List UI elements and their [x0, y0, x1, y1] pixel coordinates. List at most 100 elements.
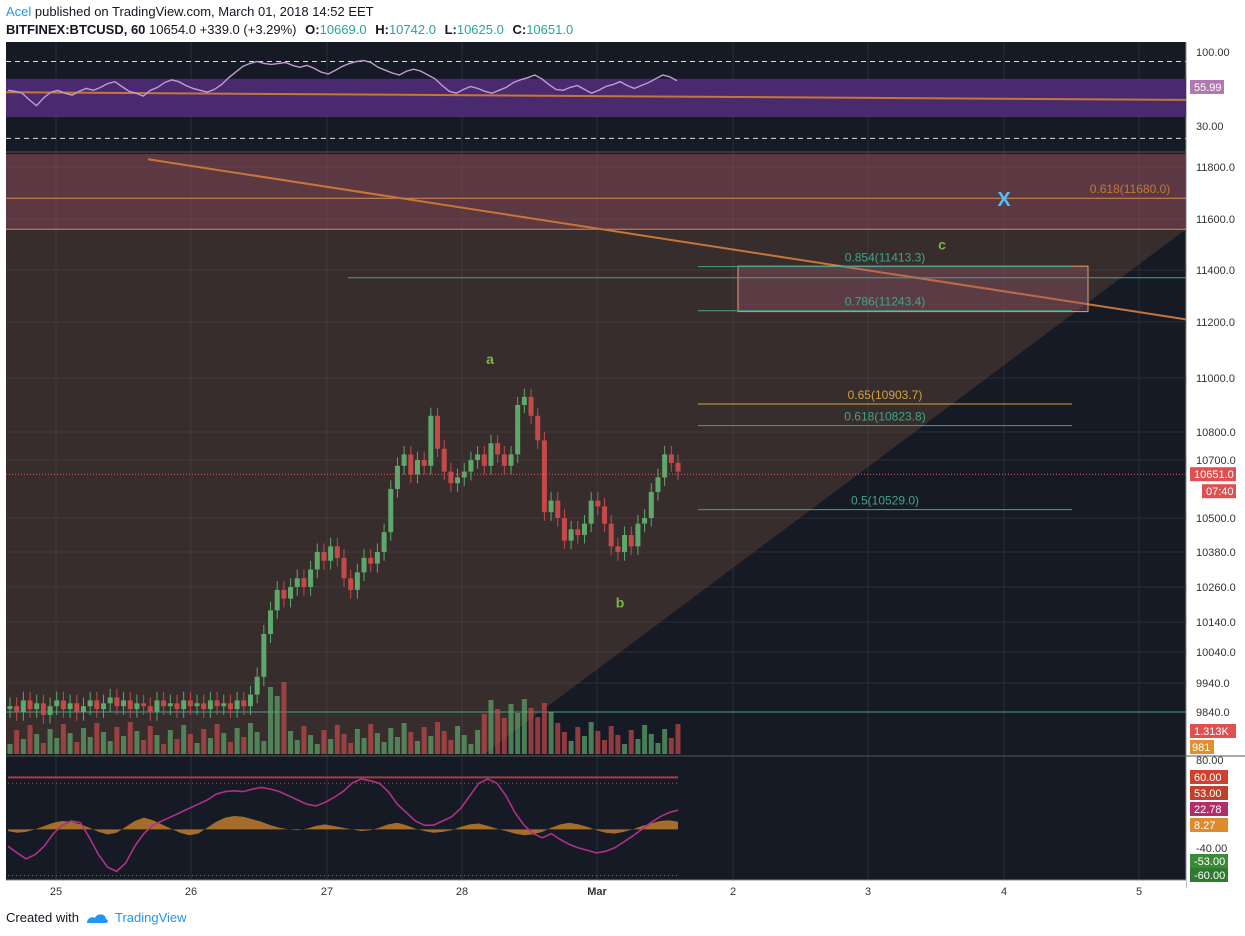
candle-body: [548, 500, 554, 513]
candle-body: [308, 569, 314, 587]
candle-body: [334, 546, 340, 558]
volume-bar: [441, 731, 447, 754]
osc-level-badge: [1190, 818, 1228, 832]
volume-bar: [528, 708, 534, 754]
volume-bar: [354, 729, 360, 754]
candle-body: [628, 535, 634, 547]
price-tick-label: 11000.0: [1196, 373, 1235, 385]
volume-bar: [14, 730, 20, 754]
fib-level-label: 0.65(10903.7): [848, 388, 923, 402]
volume-bar: [141, 740, 147, 754]
volume-bar: [348, 743, 354, 754]
candle-body: [328, 546, 334, 561]
fib-level-label: 0.786(11243.4): [845, 295, 926, 309]
candle-body: [214, 700, 220, 707]
volume-bar: [495, 709, 501, 754]
time-tick-label: Mar: [587, 886, 607, 898]
volume-bar: [555, 723, 561, 754]
volume-bar: [174, 739, 180, 754]
fib-level-label: 0.5(10529.0): [851, 494, 919, 508]
candle-body: [221, 703, 227, 707]
tradingview-brand-link[interactable]: TradingView: [114, 910, 187, 925]
volume-bar: [227, 742, 233, 754]
candle-body: [662, 454, 668, 478]
rsi-line: [7, 59, 678, 107]
volume-bar: [234, 728, 240, 754]
volume-bar: [328, 739, 334, 754]
descending-trendline: [147, 158, 1187, 321]
price-tick-label: 9940.0: [1196, 678, 1230, 690]
candle-body: [428, 415, 434, 466]
candle-body: [247, 694, 253, 707]
candle-body: [501, 454, 507, 466]
osc-level-badge: [1190, 854, 1228, 868]
publish-info: Acel published on TradingView.com, March…: [6, 4, 374, 19]
candle-body: [194, 703, 200, 707]
volume-group: [7, 682, 681, 754]
volume-bar: [107, 741, 113, 754]
candle-body: [435, 415, 441, 449]
volume-bar: [475, 730, 481, 754]
candle-body: [581, 523, 587, 535]
volume-bar: [435, 722, 441, 754]
candle-body: [561, 518, 567, 541]
candles-group: [7, 388, 681, 724]
fib-level-label: 0.854(11413.3): [845, 251, 926, 265]
volume-bar: [74, 742, 80, 754]
candle-body: [541, 440, 547, 513]
volume-bar: [7, 744, 13, 754]
symbol-label[interactable]: BITFINEX:BTCUSD, 60: [6, 22, 146, 37]
volume-bar: [60, 724, 66, 754]
volume-bar: [408, 732, 414, 754]
volume-bar: [134, 731, 140, 754]
volume-bar: [294, 740, 300, 754]
candle-body: [201, 703, 207, 710]
volume-bar: [281, 682, 287, 754]
volume-bar: [608, 726, 614, 754]
candle-body: [134, 703, 140, 710]
volume-bar: [368, 724, 374, 754]
candle-body: [174, 703, 180, 710]
osc-level-badge: [1190, 786, 1228, 800]
candle-body: [254, 676, 260, 695]
rsi-tick-label: 30.00: [1196, 121, 1224, 133]
candle-body: [381, 532, 387, 552]
candle-body: [448, 471, 454, 484]
volume-bar: [121, 736, 127, 754]
volume-bar: [481, 714, 487, 754]
volume-bar: [602, 740, 608, 754]
osc-level-badge: [1190, 770, 1228, 784]
candle-body: [348, 578, 354, 590]
volume-bar: [114, 727, 120, 754]
candle-body: [207, 700, 213, 710]
volume-bar: [221, 733, 227, 754]
candle-body: [555, 500, 561, 518]
volume-bar: [548, 712, 554, 754]
open-label: O:: [305, 22, 320, 37]
candle-body: [441, 448, 447, 472]
author-link[interactable]: Acel: [6, 4, 32, 19]
chart-canvas[interactable]: 100.00 30.00 55.99 0.854(11413.3) 0.786(1124…: [0, 42, 1245, 902]
volume-bar: [201, 729, 207, 754]
candle-body: [455, 477, 461, 484]
volume-badge2: [1190, 740, 1214, 754]
volume-bar: [541, 703, 547, 754]
volume-bar: [635, 739, 641, 754]
candle-body: [227, 703, 233, 710]
volume-bar: [94, 723, 100, 754]
candle-body: [147, 706, 153, 712]
candle-body: [394, 465, 400, 489]
candle-body: [281, 589, 287, 599]
volume-bar: [288, 731, 294, 754]
volume-bar: [54, 738, 60, 754]
volume-badge-label: 1.313K: [1194, 726, 1230, 738]
fib-level-label: 0.618(10823.8): [844, 410, 925, 424]
candle-body: [602, 506, 608, 524]
volume-bar: [47, 729, 53, 754]
volume-bar: [655, 743, 661, 754]
candle-body: [141, 703, 147, 707]
candle-body: [27, 700, 33, 710]
candle-body: [288, 587, 294, 599]
volume-bar: [675, 724, 681, 754]
candle-body: [401, 454, 407, 466]
